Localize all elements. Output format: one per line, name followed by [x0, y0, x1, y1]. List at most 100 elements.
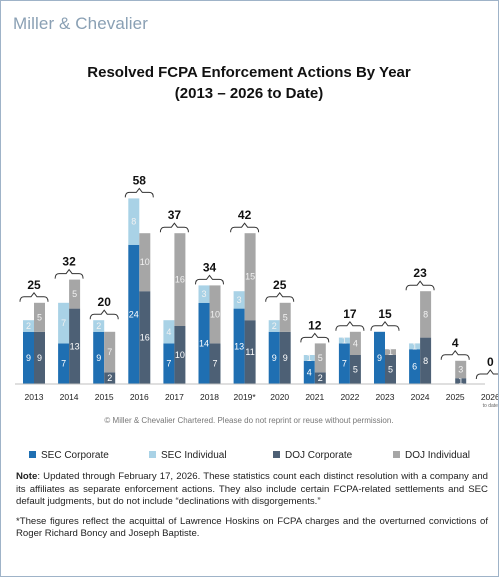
bar-sec-individual-2020: [268, 320, 280, 332]
value-label-doj-corporate-2017: 10: [175, 350, 185, 360]
bracket-2020: [265, 291, 295, 302]
total-label-2013: 25: [27, 278, 41, 292]
value-label-sec-corporate-2015: 9: [96, 353, 101, 363]
footnote: *These figures reflect the acquittal of …: [16, 515, 488, 540]
bar-doj-corporate-2018: [209, 343, 221, 384]
legend-swatch-doj-individual: [393, 451, 400, 458]
total-label-2019: 42: [238, 208, 252, 222]
value-label-sec-individual-2021: 1: [307, 353, 312, 363]
bracket-2018: [195, 274, 224, 285]
x-tick-label-2025: 2025: [446, 392, 465, 402]
value-label-doj-individual-2024: 8: [423, 309, 428, 319]
bar-doj-individual-2025: [455, 360, 467, 379]
bar-sec-individual-2017: [163, 320, 175, 344]
total-label-2024: 23: [413, 266, 427, 280]
bar-doj-corporate-2017: [174, 326, 186, 384]
value-label-doj-corporate-2016: 16: [140, 333, 150, 343]
value-label-doj-corporate-2023: 5: [388, 365, 393, 375]
value-label-sec-corporate-2023: 9: [377, 353, 382, 363]
value-label-sec-corporate-2021: 4: [307, 367, 312, 377]
value-label-doj-individual-2025: 3: [458, 365, 463, 375]
brand-logo: Miller & Chevalier: [13, 14, 149, 33]
total-label-2014: 32: [62, 255, 76, 269]
bracket-2019: [230, 222, 260, 233]
notes-section: Note: Updated through February 17, 2026.…: [16, 471, 488, 548]
bar-sec-corporate-2023: [374, 331, 385, 384]
bracket-2021: [300, 332, 330, 343]
bar-sec-corporate-2021: [303, 360, 315, 384]
bar-sec-individual-2024: [409, 343, 421, 350]
x-tick-label-2013: 2013: [25, 392, 44, 402]
value-label-doj-individual-2023: 1: [388, 347, 393, 357]
x-tick-label-2016: 2016: [130, 392, 149, 402]
value-label-sec-individual-2015: 2: [96, 321, 101, 331]
x-tick-label-2015: 2015: [95, 392, 114, 402]
value-label-doj-corporate-2024: 8: [423, 356, 428, 366]
bracket-2017: [159, 222, 189, 233]
bar-sec-individual-2016: [128, 198, 140, 245]
value-label-sec-corporate-2016: 24: [129, 309, 139, 319]
bracket-2026: [475, 369, 498, 380]
value-label-doj-individual-2022: 4: [353, 338, 358, 348]
legend-swatch-sec-corporate: [29, 451, 36, 458]
total-label-2023: 15: [378, 307, 392, 321]
bar-doj-corporate-2022: [349, 355, 361, 384]
x-tick-sublabel-2026: to date: [483, 403, 498, 409]
x-axis-labels: 2013 2014 2015 2016 2017 2018 2019* 2020 2021 202…: [25, 392, 498, 409]
copyright-notice: © Miller & Chevalier Chartered. Please d…: [104, 416, 393, 425]
bar-doj-individual-2017: [174, 233, 186, 326]
value-label-doj-individual-2015: 7: [107, 347, 112, 357]
legend-swatch-sec-individual: [149, 451, 156, 458]
value-label-sec-individual-2018: 3: [201, 289, 206, 299]
x-tick-label-2023: 2023: [376, 392, 395, 402]
bar-sec-individual-2014: [58, 302, 70, 344]
bar-sec-individual-2019: [233, 291, 245, 309]
value-label-doj-corporate-2022: 5: [353, 365, 358, 375]
total-label-2017: 37: [168, 208, 182, 222]
legend-label-doj-individual: DOJ Individual: [405, 450, 470, 461]
bar-doj-corporate-2024: [420, 337, 432, 384]
legend-swatch-doj-corporate: [273, 451, 280, 458]
bar-doj-individual-2023: [385, 349, 396, 355]
value-label-doj-corporate-2021: 2: [318, 373, 323, 383]
bar-doj-individual-2015: [104, 331, 116, 373]
bar-doj-corporate-2025: [455, 378, 467, 384]
note-label: Note: [16, 471, 38, 482]
value-label-sec-corporate-2014: 7: [61, 359, 66, 369]
value-label-doj-individual-2014: 5: [72, 289, 77, 299]
x-tick-label-2022: 2022: [340, 392, 359, 402]
bar-sec-corporate-2015: [93, 331, 105, 384]
total-label-2018: 34: [203, 260, 217, 274]
bars-layer: 9295257713532922720248161058741016371437…: [19, 173, 498, 386]
legend: SEC Corporate SEC Individual DOJ Corporate…: [29, 450, 470, 461]
bar-doj-individual-2013: [34, 302, 45, 332]
bar-doj-corporate-2021: [314, 372, 326, 384]
x-tick-label-2021: 2021: [305, 392, 324, 402]
value-label-doj-corporate-2018: 7: [212, 359, 217, 369]
total-label-2021: 12: [308, 318, 322, 332]
value-label-sec-individual-2022: 1: [342, 336, 347, 346]
value-label-sec-corporate-2020: 9: [272, 353, 277, 363]
total-label-2015: 20: [98, 295, 112, 309]
bar-doj-individual-2020: [279, 302, 291, 332]
value-label-doj-individual-2021: 5: [318, 353, 323, 363]
value-label-doj-individual-2019: 15: [245, 272, 255, 282]
value-label-doj-individual-2016: 10: [140, 257, 150, 267]
bar-doj-corporate-2015: [104, 372, 116, 384]
x-tick-label-2020: 2020: [270, 392, 289, 402]
value-label-sec-individual-2013: 2: [26, 321, 31, 331]
bar-doj-individual-2024: [420, 291, 432, 338]
value-label-sec-corporate-2024: 6: [412, 362, 417, 372]
enforcement-chart: Resolved FCPA Enforcement Actions By Yea…: [15, 64, 498, 461]
bar-doj-individual-2019: [244, 233, 256, 321]
bracket-2024: [405, 280, 435, 291]
bar-doj-corporate-2020: [279, 331, 291, 384]
bar-sec-corporate-2020: [268, 331, 280, 384]
bracket-2013: [19, 291, 49, 302]
x-tick-label-2026: 2026: [481, 392, 498, 402]
bar-doj-corporate-2013: [34, 331, 45, 384]
bar-doj-corporate-2019: [244, 320, 256, 384]
value-label-doj-corporate-2014: 13: [70, 341, 80, 351]
note-paragraph: Note: Updated through February 17, 2026.…: [16, 471, 488, 509]
